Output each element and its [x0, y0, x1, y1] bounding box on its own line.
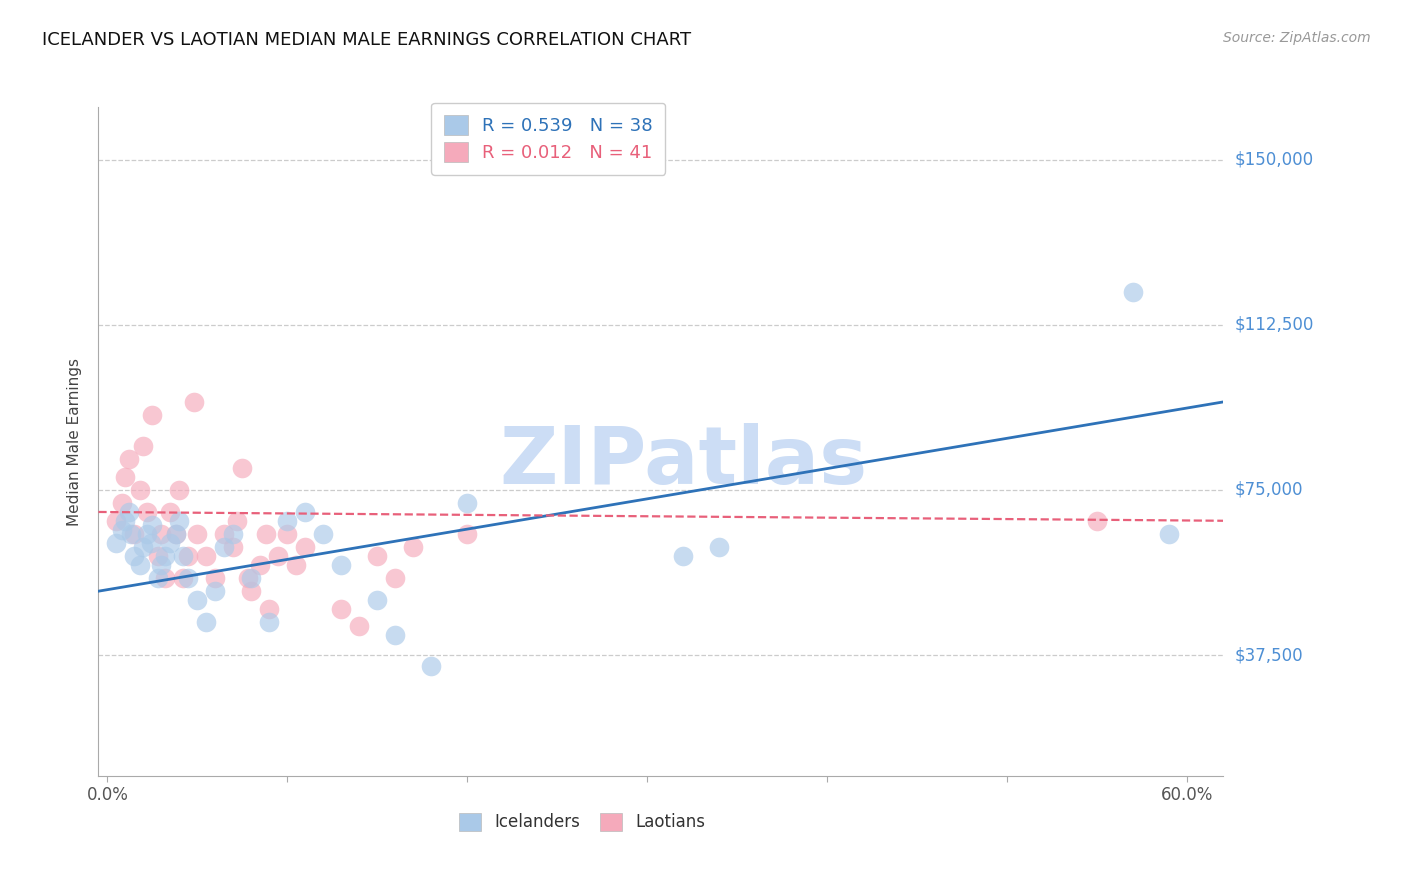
Point — [153, 571, 176, 585]
Point — [384, 628, 406, 642]
Point — [139, 535, 162, 549]
Point — [111, 523, 134, 537]
Point — [165, 527, 187, 541]
Point — [186, 593, 208, 607]
Point — [285, 558, 308, 572]
Point — [177, 549, 200, 563]
Point — [240, 571, 263, 585]
Point — [231, 461, 253, 475]
Point — [105, 514, 128, 528]
Point — [384, 571, 406, 585]
Point — [146, 549, 169, 563]
Point — [177, 571, 200, 585]
Point — [136, 527, 159, 541]
Point — [141, 518, 163, 533]
Point — [249, 558, 271, 572]
Point — [222, 540, 245, 554]
Point — [267, 549, 290, 563]
Point — [366, 593, 388, 607]
Point — [132, 439, 155, 453]
Point — [195, 615, 218, 629]
Point — [114, 469, 136, 483]
Point — [172, 549, 194, 563]
Text: $112,500: $112,500 — [1234, 316, 1313, 334]
Point — [153, 549, 176, 563]
Point — [276, 527, 298, 541]
Point — [214, 540, 236, 554]
Legend: Icelanders, Laotians: Icelanders, Laotians — [449, 803, 716, 841]
Point — [128, 558, 150, 572]
Point — [159, 535, 181, 549]
Point — [172, 571, 194, 585]
Point — [456, 496, 478, 510]
Point — [150, 558, 173, 572]
Point — [294, 540, 316, 554]
Point — [165, 527, 187, 541]
Point — [226, 514, 249, 528]
Text: $150,000: $150,000 — [1234, 151, 1313, 169]
Point — [349, 619, 371, 633]
Text: ZIPatlas: ZIPatlas — [499, 423, 868, 500]
Point — [118, 452, 141, 467]
Point — [1085, 514, 1108, 528]
Text: ICELANDER VS LAOTIAN MEDIAN MALE EARNINGS CORRELATION CHART: ICELANDER VS LAOTIAN MEDIAN MALE EARNING… — [42, 31, 692, 49]
Point — [236, 571, 259, 585]
Point — [169, 514, 191, 528]
Point — [259, 601, 281, 615]
Point — [195, 549, 218, 563]
Point — [312, 527, 335, 541]
Point — [330, 558, 353, 572]
Point — [118, 505, 141, 519]
Point — [141, 408, 163, 422]
Text: $37,500: $37,500 — [1234, 646, 1303, 664]
Point — [254, 527, 277, 541]
Point — [169, 483, 191, 497]
Point — [259, 615, 281, 629]
Point — [204, 584, 226, 599]
Point — [276, 514, 298, 528]
Point — [159, 505, 181, 519]
Point — [1159, 527, 1181, 541]
Point — [672, 549, 695, 563]
Point — [294, 505, 316, 519]
Point — [111, 496, 134, 510]
Y-axis label: Median Male Earnings: Median Male Earnings — [67, 358, 83, 525]
Point — [186, 527, 208, 541]
Point — [124, 549, 146, 563]
Point — [402, 540, 425, 554]
Point — [150, 527, 173, 541]
Point — [204, 571, 226, 585]
Point — [214, 527, 236, 541]
Point — [366, 549, 388, 563]
Point — [240, 584, 263, 599]
Point — [456, 527, 478, 541]
Point — [120, 527, 142, 541]
Point — [1122, 285, 1144, 299]
Point — [124, 527, 146, 541]
Point — [222, 527, 245, 541]
Point — [105, 535, 128, 549]
Text: Source: ZipAtlas.com: Source: ZipAtlas.com — [1223, 31, 1371, 45]
Point — [132, 540, 155, 554]
Point — [114, 514, 136, 528]
Point — [709, 540, 731, 554]
Point — [183, 395, 205, 409]
Point — [146, 571, 169, 585]
Point — [330, 601, 353, 615]
Point — [128, 483, 150, 497]
Point — [420, 659, 443, 673]
Point — [136, 505, 159, 519]
Text: $75,000: $75,000 — [1234, 481, 1303, 499]
